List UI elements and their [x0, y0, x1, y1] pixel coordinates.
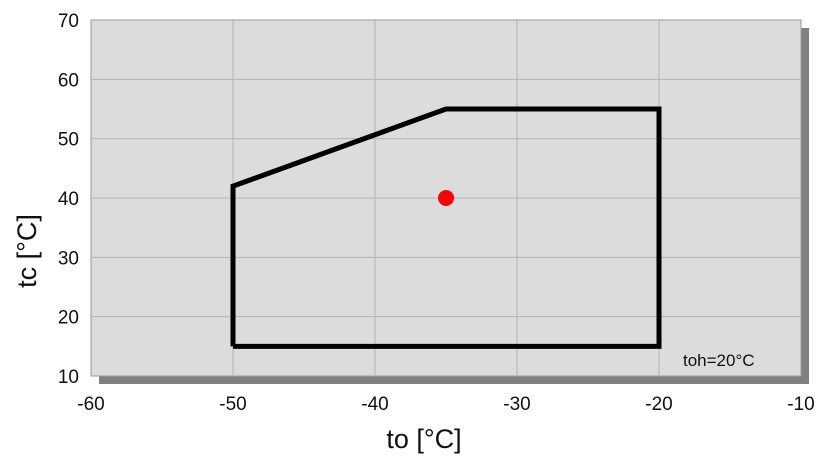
y-tick-label: 30: [58, 248, 79, 269]
y-tick-label: 20: [58, 308, 79, 329]
y-tick-label: 40: [58, 189, 79, 210]
y-tick-label: 50: [58, 130, 79, 151]
annotation: toh=20°C: [683, 351, 755, 370]
x-axis-label: to [°C]: [386, 424, 461, 454]
y-tick-label: 10: [58, 367, 79, 388]
operating-point: [438, 190, 454, 206]
x-tick-label: -60: [77, 394, 104, 415]
envelope-line: [230, 106, 662, 349]
y-axis-ticks: 10 20 30 40 50 60 70: [58, 11, 79, 388]
x-tick-label: -10: [787, 394, 814, 415]
x-tick-label: -30: [503, 394, 530, 415]
x-tick-label: -40: [361, 394, 388, 415]
y-axis-label: tc [°C]: [12, 214, 42, 288]
x-axis-ticks: -60 -50 -40 -30 -20 -10: [77, 394, 814, 415]
x-tick-label: -20: [645, 394, 672, 415]
x-tick-label: -50: [219, 394, 246, 415]
y-tick-label: 60: [58, 70, 79, 91]
y-tick-label: 70: [58, 11, 79, 32]
